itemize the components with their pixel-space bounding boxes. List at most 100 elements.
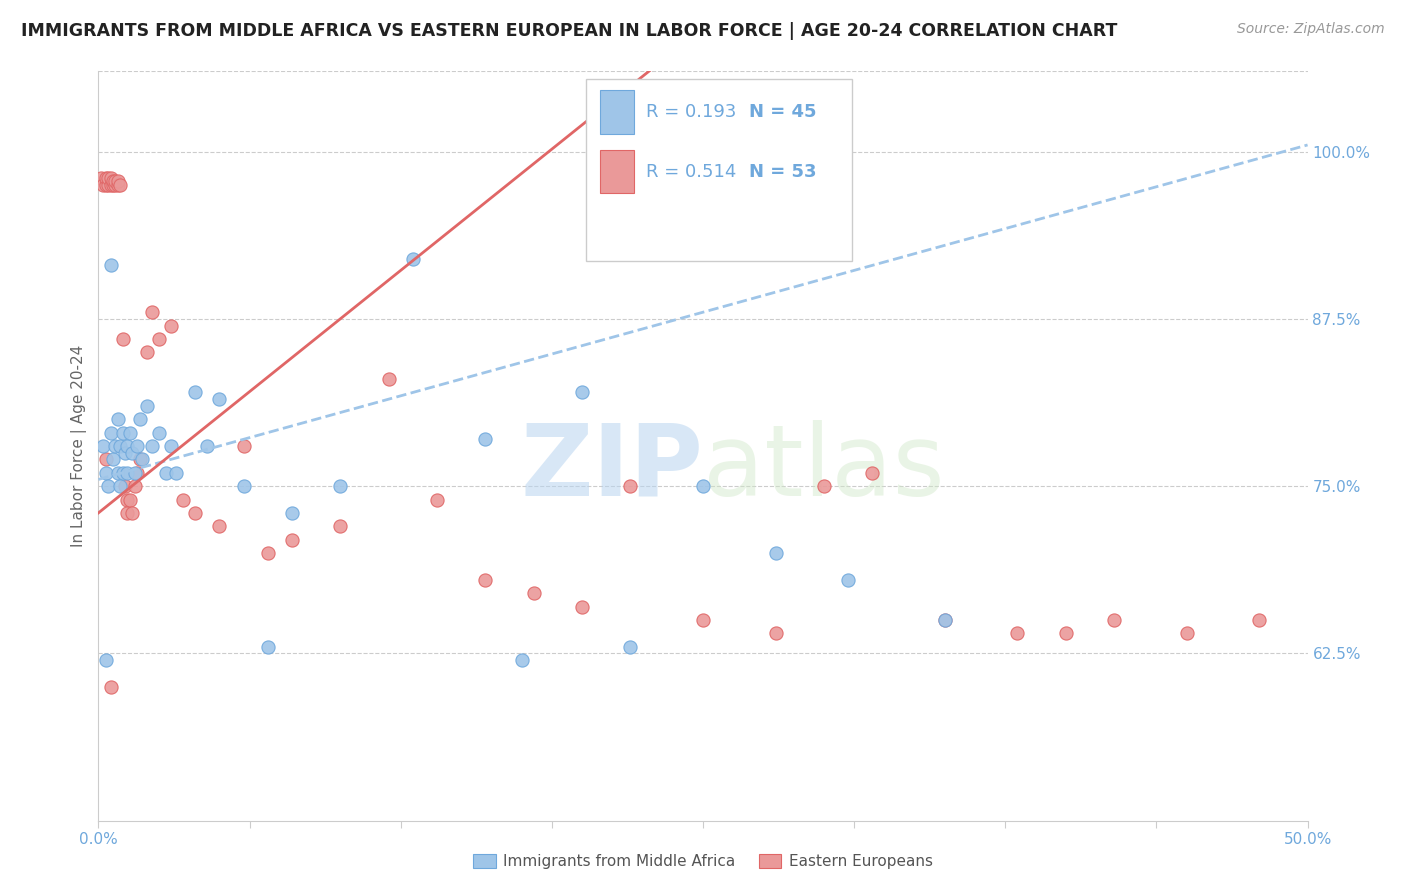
Point bbox=[148, 332, 170, 346]
Text: R = 0.193: R = 0.193 bbox=[647, 103, 737, 120]
Text: atlas: atlas bbox=[703, 420, 945, 517]
Point bbox=[184, 506, 207, 520]
Point bbox=[692, 479, 714, 493]
Point bbox=[94, 171, 117, 186]
Point bbox=[97, 171, 120, 186]
Point bbox=[91, 178, 114, 193]
Point bbox=[114, 446, 136, 460]
Point bbox=[100, 178, 122, 193]
Point bbox=[172, 492, 194, 507]
Point bbox=[121, 446, 143, 460]
Point bbox=[232, 439, 254, 453]
Text: R = 0.514: R = 0.514 bbox=[647, 162, 737, 181]
Point bbox=[128, 452, 150, 467]
Point bbox=[128, 412, 150, 426]
Point bbox=[104, 178, 127, 193]
Point bbox=[232, 479, 254, 493]
Point bbox=[155, 466, 177, 480]
Point bbox=[117, 466, 139, 480]
Point bbox=[1054, 626, 1077, 640]
Point bbox=[523, 586, 546, 600]
Point bbox=[934, 613, 956, 627]
Point bbox=[135, 345, 157, 359]
Point bbox=[118, 425, 141, 440]
Text: N = 53: N = 53 bbox=[749, 162, 817, 181]
Point bbox=[104, 439, 127, 453]
Point bbox=[91, 439, 114, 453]
Point bbox=[104, 174, 127, 188]
Point bbox=[329, 519, 352, 533]
Point bbox=[94, 178, 117, 193]
Point bbox=[117, 506, 139, 520]
Point bbox=[94, 452, 117, 467]
Point bbox=[474, 573, 496, 587]
Point bbox=[101, 452, 124, 467]
Text: IMMIGRANTS FROM MIDDLE AFRICA VS EASTERN EUROPEAN IN LABOR FORCE | AGE 20-24 COR: IMMIGRANTS FROM MIDDLE AFRICA VS EASTERN… bbox=[21, 22, 1118, 40]
Point bbox=[111, 332, 134, 346]
Point bbox=[127, 466, 149, 480]
Point bbox=[402, 252, 425, 266]
Point bbox=[256, 546, 278, 560]
Point bbox=[837, 573, 859, 587]
Point bbox=[474, 432, 496, 446]
Point bbox=[97, 479, 120, 493]
Point bbox=[101, 174, 124, 188]
Point bbox=[111, 425, 134, 440]
Point bbox=[114, 479, 136, 493]
Point bbox=[107, 174, 129, 188]
Point bbox=[101, 178, 124, 193]
Point bbox=[100, 680, 122, 694]
Point bbox=[108, 479, 131, 493]
Point bbox=[90, 171, 112, 186]
Point bbox=[165, 466, 187, 480]
Point bbox=[1007, 626, 1029, 640]
Point bbox=[619, 640, 641, 654]
Point bbox=[141, 439, 163, 453]
Point bbox=[100, 171, 122, 186]
Y-axis label: In Labor Force | Age 20-24: In Labor Force | Age 20-24 bbox=[72, 345, 87, 547]
Point bbox=[117, 439, 139, 453]
Point bbox=[160, 318, 183, 333]
Point bbox=[141, 305, 163, 319]
Point bbox=[148, 425, 170, 440]
Point bbox=[121, 506, 143, 520]
Text: N = 45: N = 45 bbox=[749, 103, 817, 120]
Point bbox=[100, 259, 122, 273]
Point bbox=[934, 613, 956, 627]
Point bbox=[124, 466, 146, 480]
Text: Source: ZipAtlas.com: Source: ZipAtlas.com bbox=[1237, 22, 1385, 37]
Point bbox=[135, 399, 157, 413]
FancyBboxPatch shape bbox=[600, 90, 634, 134]
Point bbox=[127, 439, 149, 453]
Point bbox=[108, 178, 131, 193]
Point bbox=[107, 178, 129, 193]
Point bbox=[426, 492, 449, 507]
Point bbox=[111, 466, 134, 480]
Point bbox=[108, 439, 131, 453]
FancyBboxPatch shape bbox=[586, 78, 852, 261]
Point bbox=[107, 466, 129, 480]
Point bbox=[118, 492, 141, 507]
Point bbox=[692, 613, 714, 627]
Point bbox=[619, 479, 641, 493]
Point bbox=[860, 466, 883, 480]
Point bbox=[813, 479, 835, 493]
Point bbox=[94, 653, 117, 667]
Point bbox=[184, 385, 207, 400]
Point bbox=[329, 479, 352, 493]
Point bbox=[117, 492, 139, 507]
Point bbox=[195, 439, 218, 453]
Point bbox=[377, 372, 399, 386]
Point bbox=[160, 439, 183, 453]
Point bbox=[571, 599, 593, 614]
FancyBboxPatch shape bbox=[600, 150, 634, 194]
Point bbox=[281, 506, 304, 520]
Point bbox=[256, 640, 278, 654]
Point bbox=[131, 452, 153, 467]
Point bbox=[1249, 613, 1271, 627]
Point bbox=[100, 425, 122, 440]
Point bbox=[1102, 613, 1125, 627]
Point bbox=[208, 392, 231, 407]
Point bbox=[510, 653, 533, 667]
Point bbox=[571, 385, 593, 400]
